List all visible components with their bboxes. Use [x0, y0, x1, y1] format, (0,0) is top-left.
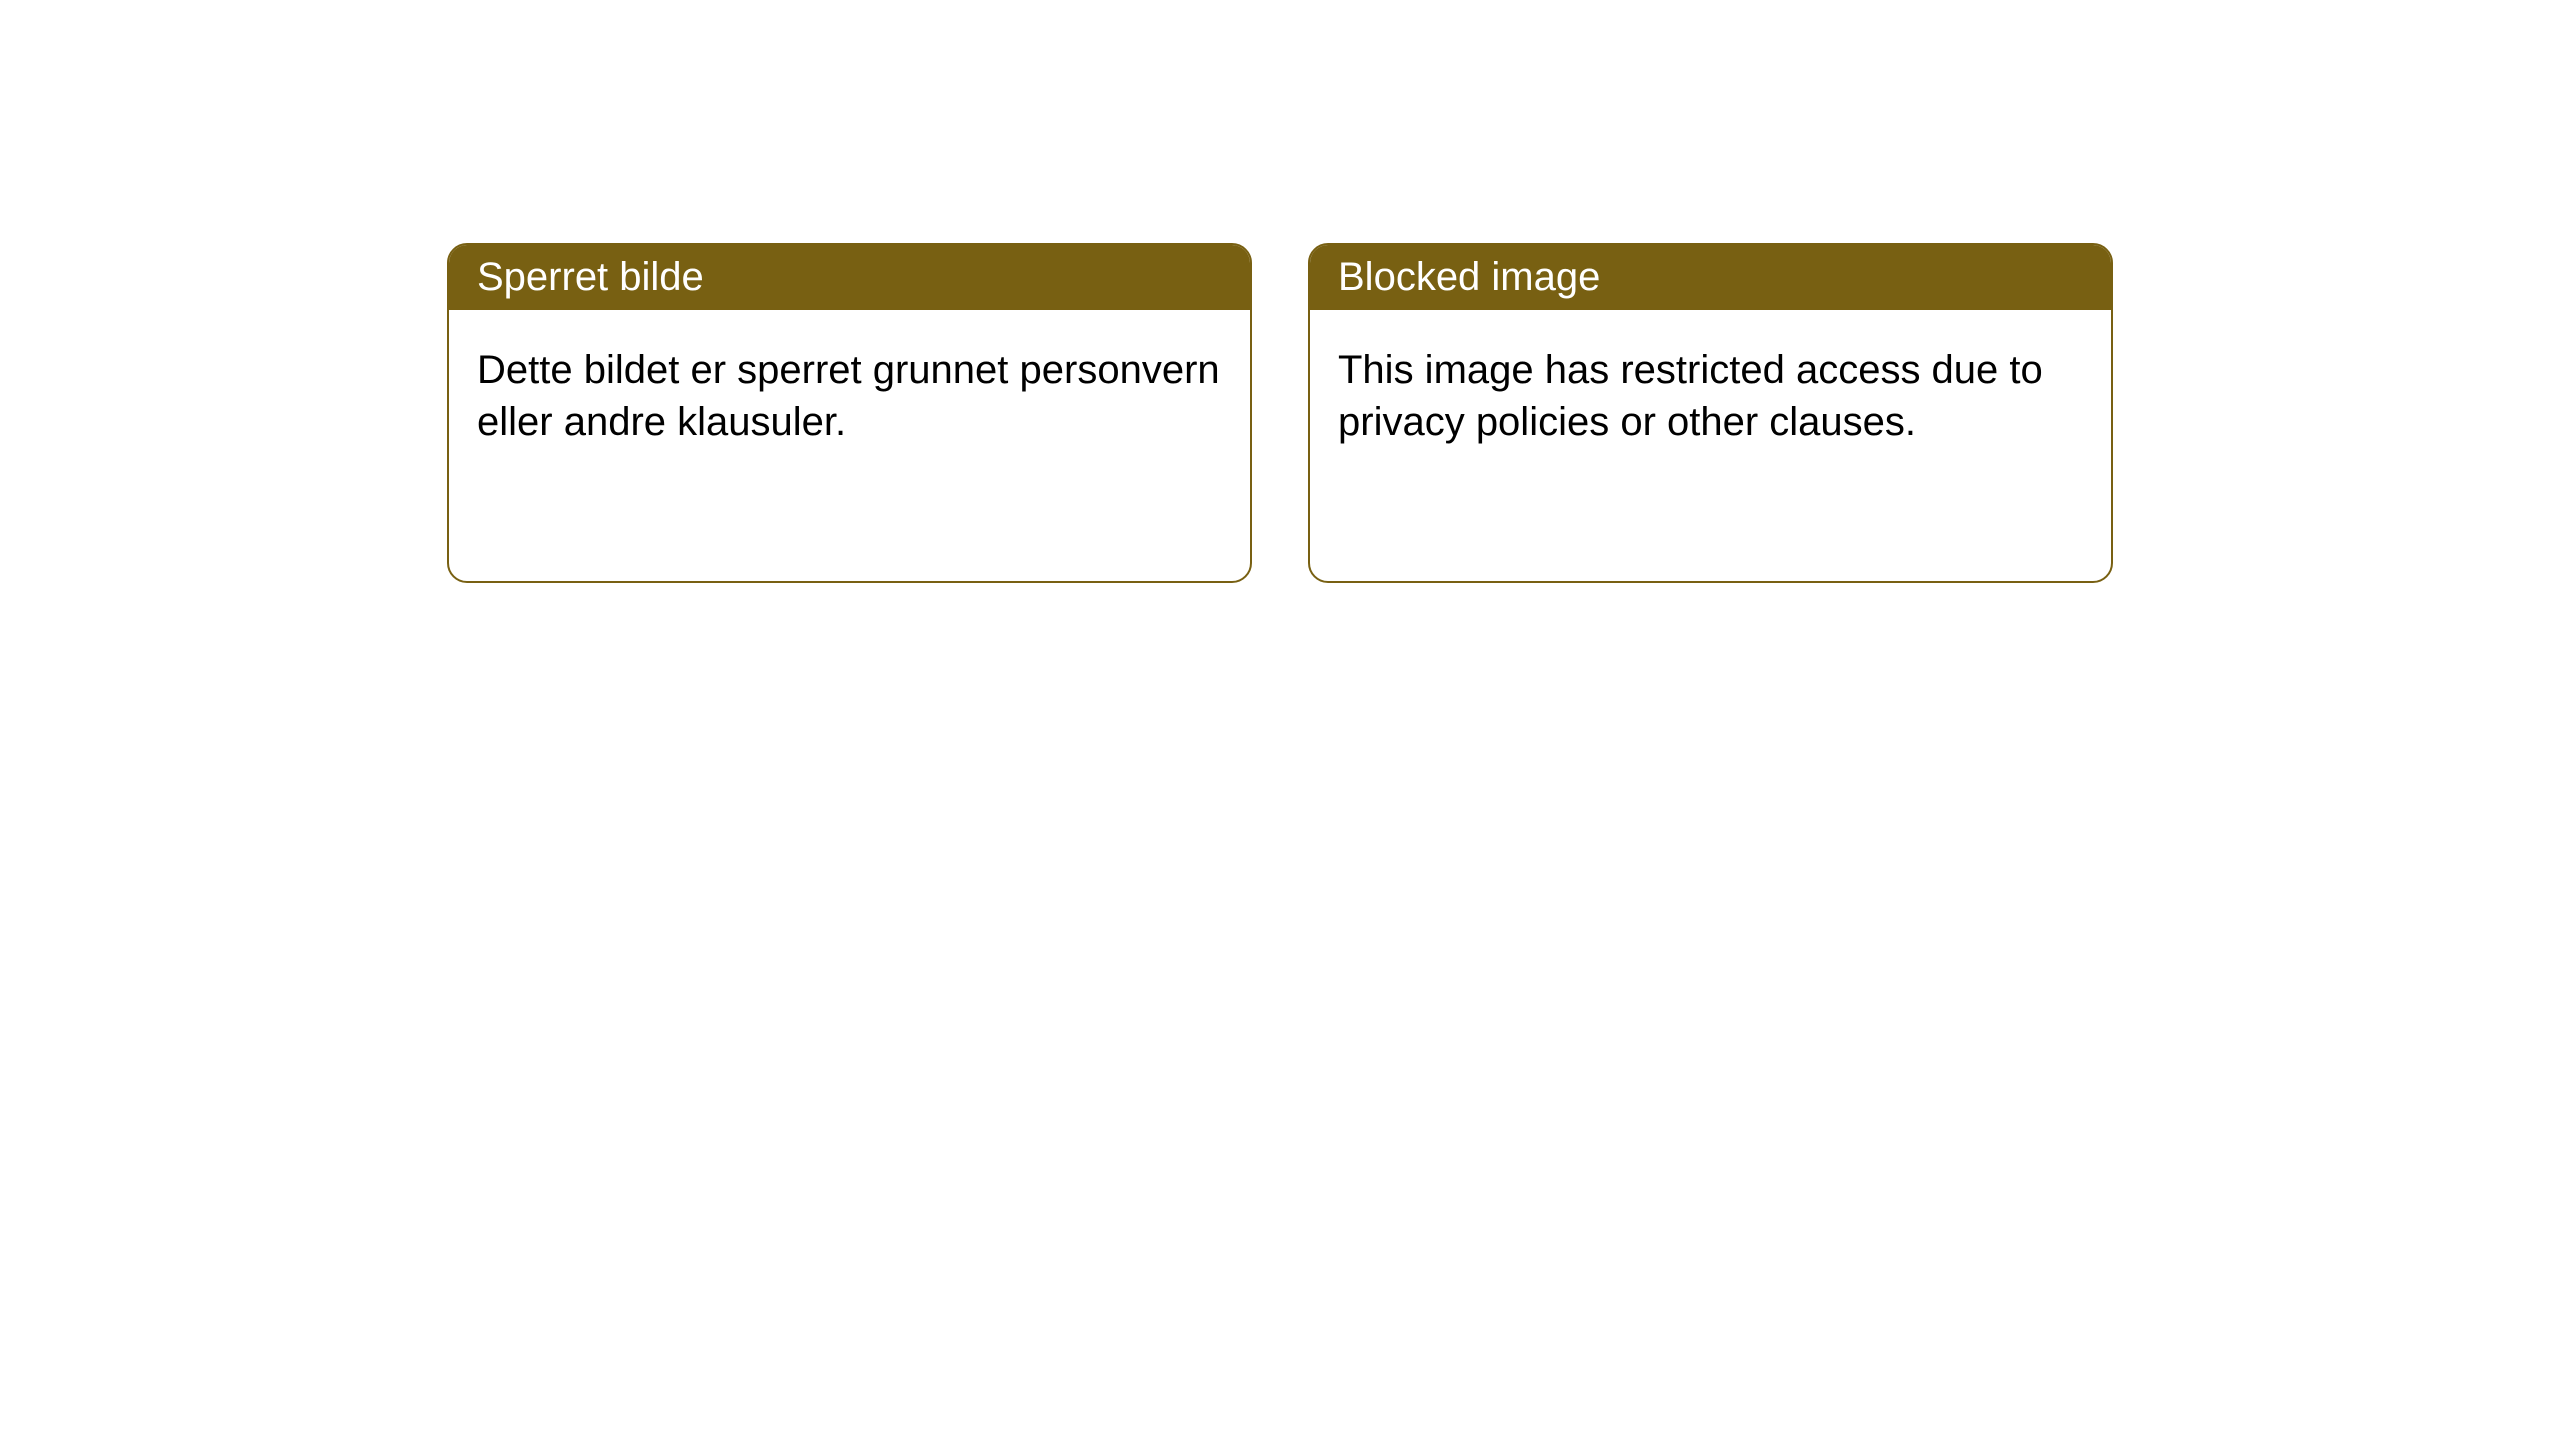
card-body-text: This image has restricted access due to …: [1338, 348, 2043, 444]
card-header: Sperret bilde: [449, 245, 1250, 310]
notice-card-norwegian: Sperret bilde Dette bildet er sperret gr…: [447, 243, 1252, 583]
card-header: Blocked image: [1310, 245, 2111, 310]
card-body: This image has restricted access due to …: [1310, 310, 2111, 482]
notice-card-english: Blocked image This image has restricted …: [1308, 243, 2113, 583]
card-title: Sperret bilde: [477, 255, 704, 299]
card-body: Dette bildet er sperret grunnet personve…: [449, 310, 1250, 482]
card-body-text: Dette bildet er sperret grunnet personve…: [477, 348, 1220, 444]
notice-cards-container: Sperret bilde Dette bildet er sperret gr…: [447, 243, 2113, 583]
card-title: Blocked image: [1338, 255, 1600, 299]
